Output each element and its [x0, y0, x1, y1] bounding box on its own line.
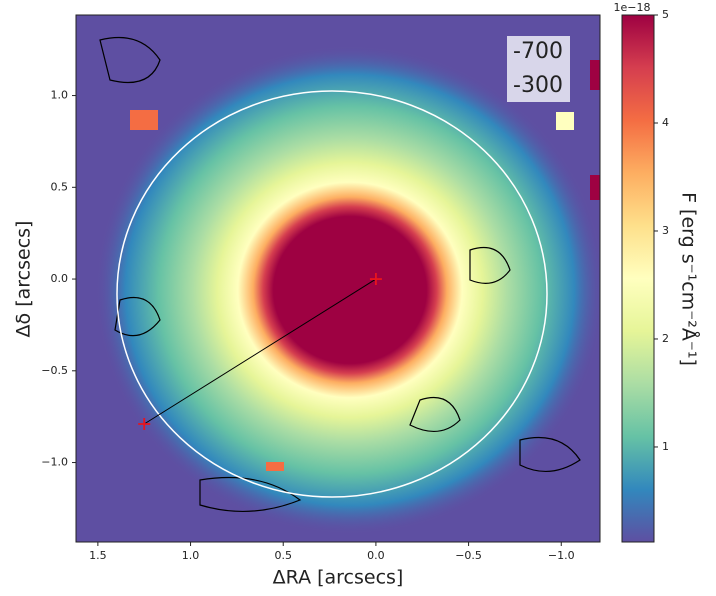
- y-axis-label: Δδ [arcsecs]: [13, 221, 35, 338]
- colorbar-tick-label: 2: [662, 332, 669, 345]
- x-tick-label: −0.5: [455, 549, 482, 562]
- x-tick-label: 1.0: [182, 549, 200, 562]
- y-tick-label: 0.5: [51, 180, 69, 193]
- hot-pixel: [556, 112, 574, 130]
- marker: [369, 273, 382, 286]
- annotation: -300: [513, 73, 563, 98]
- marker: [138, 418, 151, 431]
- sight-line: [143, 278, 377, 425]
- hot-pixel: [590, 60, 600, 90]
- colorbar-offset-label: 1e−18: [614, 1, 651, 14]
- colorbar-tick-label: 5: [662, 8, 669, 21]
- colorbar-tick-label: 1: [662, 440, 669, 453]
- x-tick-label: 1.5: [89, 549, 107, 562]
- hot-pixel: [266, 462, 284, 471]
- y-tick-label: −1.0: [41, 456, 68, 469]
- colorbar-tick-label: 3: [662, 224, 669, 237]
- x-axis-label: ΔRA [arcsecs]: [273, 567, 404, 589]
- x-tick-label: 0.5: [274, 549, 292, 562]
- colorbar-label: F [erg s⁻¹cm⁻²Å⁻¹]: [678, 192, 701, 366]
- plot-frame: [75, 14, 601, 543]
- aperture-circle: [116, 90, 548, 498]
- legend-box: [507, 36, 570, 102]
- y-tick-label: −0.5: [41, 364, 68, 377]
- x-tick-label: −1.0: [548, 549, 575, 562]
- image: [76, 15, 600, 542]
- y-tick-label: 0.0: [51, 272, 69, 285]
- y-tick-label: 1.0: [51, 89, 69, 102]
- x-tick-label: 0.0: [367, 549, 385, 562]
- annotation: -700: [513, 39, 563, 64]
- contour: [99, 36, 581, 513]
- emission: [95, 45, 600, 535]
- colorbar: [621, 14, 655, 543]
- colorbar-tick-label: 4: [662, 116, 669, 129]
- hot-pixel: [130, 110, 158, 130]
- hot-pixel: [590, 175, 600, 200]
